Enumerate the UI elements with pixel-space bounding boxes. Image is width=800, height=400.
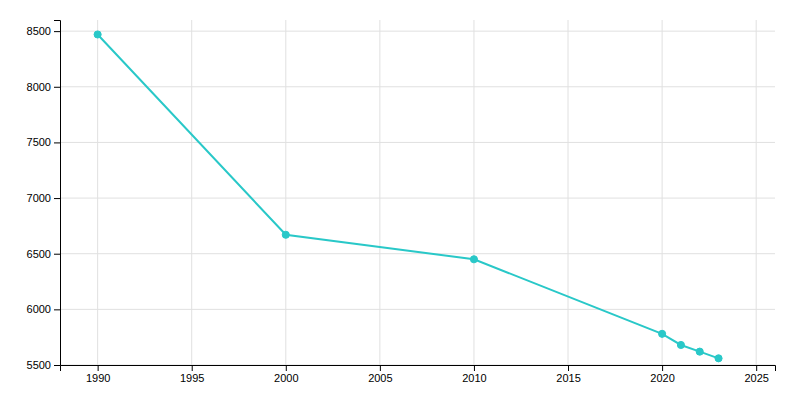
x-tick-label: 2000 [274, 372, 298, 384]
grid-line-x [473, 20, 474, 365]
x-tick: 2020 [650, 365, 674, 384]
x-axis: 1990 1995 2000 2005 2010 2015 2020 2025 [61, 365, 776, 384]
x-tick-label: 2010 [462, 372, 486, 384]
y-tick-label: 8500 [27, 25, 51, 37]
x-tick-label: 1990 [86, 372, 110, 384]
grid-line-x [662, 20, 663, 365]
plot: 1990 1995 2000 2005 2010 2015 2020 2025 5500 6000… [27, 20, 776, 384]
x-tick-label: 2005 [368, 372, 392, 384]
marker [715, 355, 722, 362]
y-tick: 7500 [27, 136, 60, 148]
x-tick: 2005 [368, 365, 392, 384]
grid-line-x [756, 20, 757, 365]
grid-line-x [285, 20, 286, 365]
x-tick-mark [568, 365, 569, 371]
x-tick-mark [286, 365, 287, 371]
grid-line-x [379, 20, 380, 365]
y-tick-label: 5500 [27, 359, 51, 371]
grid-line-y [60, 198, 775, 199]
grid-line-x [97, 20, 98, 365]
y-tick-mark [54, 142, 60, 143]
y-tick: 5500 [27, 359, 60, 371]
grid-line-y [60, 142, 775, 143]
y-tick-label: 8000 [27, 81, 51, 93]
x-tick: 1995 [180, 365, 204, 384]
grid-line-y [60, 253, 775, 254]
y-tick-label: 6500 [27, 248, 51, 260]
grid-line-x [568, 20, 569, 365]
y-tick-mark [54, 31, 60, 32]
grid-line-x [191, 20, 192, 365]
x-tick: 2000 [274, 365, 298, 384]
x-tick-mark [98, 365, 99, 371]
x-tick: 2015 [556, 365, 580, 384]
marker [94, 31, 101, 38]
y-tick-label: 7500 [27, 136, 51, 148]
x-tick-mark [474, 365, 475, 371]
x-tick-label: 2020 [650, 372, 674, 384]
y-tick-mark [54, 254, 60, 255]
y-tick-mark [54, 87, 60, 88]
y-tick-label: 7000 [27, 192, 51, 204]
x-tick: 2010 [462, 365, 486, 384]
x-tick: 1990 [86, 365, 110, 384]
x-tick-mark [192, 365, 193, 371]
y-tick: 6500 [27, 248, 60, 260]
y-axis: 5500 6000 6500 7000 7500 8000 8500 [27, 21, 61, 372]
y-tick-mark [54, 365, 60, 366]
x-tick-mark [380, 365, 381, 371]
y-tick: 7000 [27, 192, 60, 204]
chart-svg: 1990 1995 2000 2005 2010 2015 2020 2025 5500 6000… [0, 0, 800, 400]
marks [94, 31, 722, 362]
grid [60, 20, 775, 365]
grid-line-y [60, 31, 775, 32]
y-tick-mark [54, 309, 60, 310]
y-axis-line [54, 21, 61, 366]
y-tick-label: 6000 [27, 303, 51, 315]
x-axis-line [61, 366, 776, 372]
x-tick-label: 2025 [744, 372, 768, 384]
x-tick-mark [662, 365, 663, 371]
marker [659, 330, 666, 337]
marker [677, 341, 684, 348]
x-tick-mark [756, 365, 757, 371]
x-tick-label: 1995 [180, 372, 204, 384]
line [98, 34, 719, 358]
x-tick-label: 2015 [556, 372, 580, 384]
y-tick: 8500 [27, 25, 60, 37]
grid-line-y [60, 309, 775, 310]
marker [470, 256, 477, 263]
x-tick: 2025 [744, 365, 768, 384]
y-tick: 6000 [27, 303, 60, 315]
marker [282, 231, 289, 238]
grid-line-y [60, 86, 775, 87]
chart-container: 1990 1995 2000 2005 2010 2015 2020 2025 5500 6000… [0, 0, 800, 400]
y-tick: 8000 [27, 81, 60, 93]
y-tick-mark [54, 198, 60, 199]
marker [696, 348, 703, 355]
